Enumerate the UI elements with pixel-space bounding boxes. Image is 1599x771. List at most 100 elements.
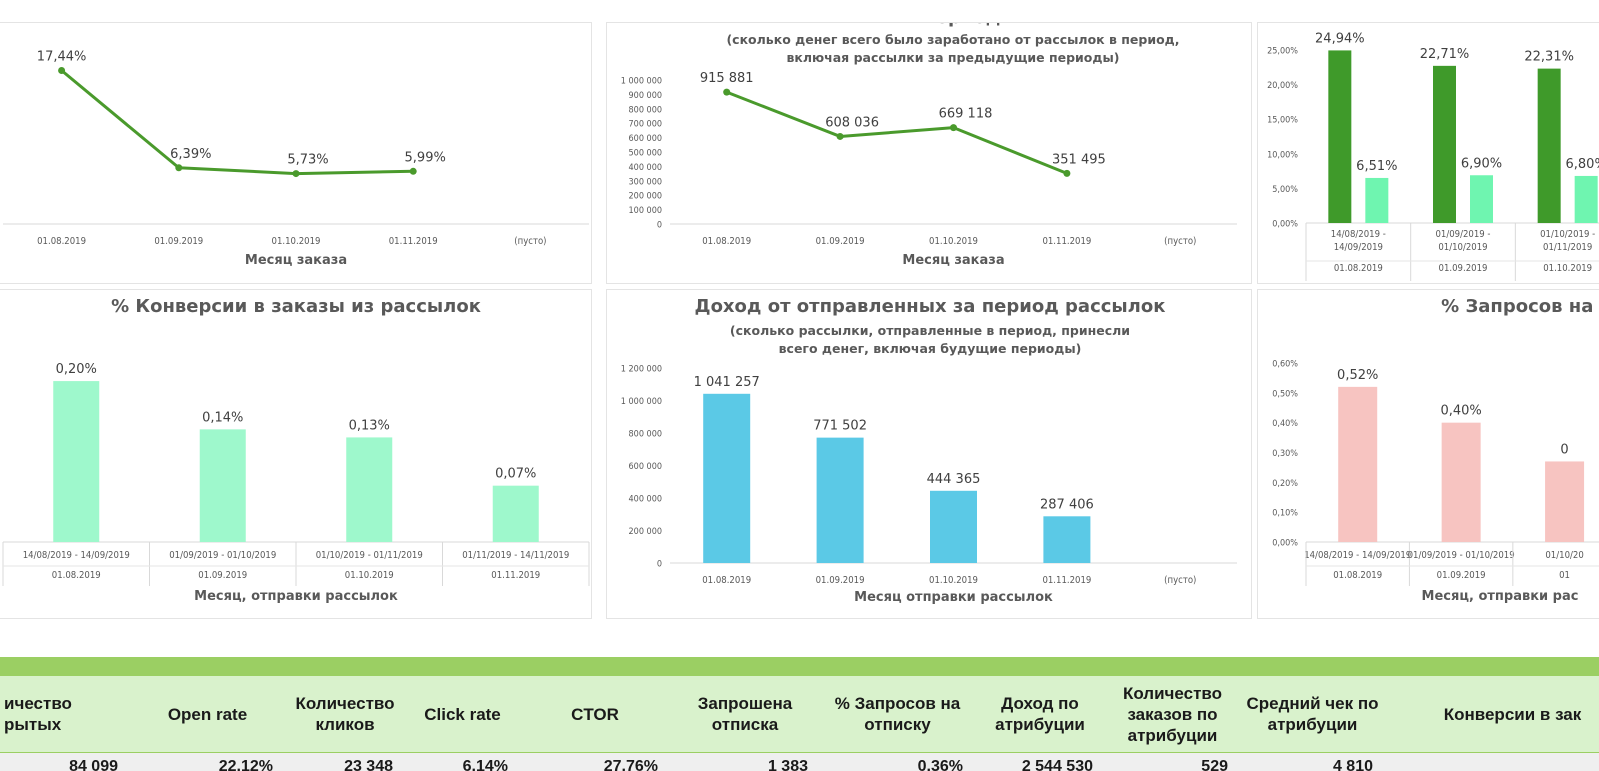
table-cell: 4 810	[1240, 752, 1385, 771]
data-label: 351 495	[1052, 152, 1106, 167]
x-tick-label: 14/09/2019	[1334, 242, 1383, 253]
series-line	[60, 69, 414, 176]
x-tick-label: 01.08.2019	[37, 236, 86, 247]
x-tick-label: 01/09/2019 -	[1435, 229, 1490, 240]
chart-panel-conversion-bars: % Конверсии в заказы из рассылок 0,20% 14/…	[0, 289, 592, 619]
data-label: 444 365	[927, 472, 981, 487]
chart-conversion-bars: % Конверсии в заказы из рассылок 0,20% 14/…	[2, 296, 590, 604]
bar	[346, 437, 393, 542]
y-tick-label: 200 000	[629, 192, 662, 202]
x-group-label: 01.08.2019	[52, 570, 101, 581]
x-tick-label: 01.08.2019	[702, 236, 751, 247]
bar	[1574, 175, 1598, 223]
bar	[1365, 177, 1389, 223]
header-cell: Запрошена отписка	[670, 676, 820, 753]
data-label: 287 406	[1040, 497, 1094, 512]
header-cell: Доход по атрибуции	[975, 676, 1105, 753]
x-group-label: 01.11.2019	[491, 570, 540, 581]
y-tick-label: 700 000	[629, 120, 662, 130]
header-cell: % Запросов на отписку	[820, 676, 975, 753]
bar	[1545, 461, 1585, 542]
table-cell: 0,36%	[820, 752, 975, 771]
chart-panel-period-income-line: в период (сколько денег всего было зарабо…	[606, 22, 1252, 284]
series-line	[726, 90, 1068, 175]
data-label: 0,40%	[1440, 404, 1481, 419]
x-group-label: 01.09.2019	[1439, 263, 1488, 274]
chart-title: % Запросов на отп	[1441, 296, 1599, 317]
x-axis-title: Месяц, отправки рассылок	[194, 589, 398, 604]
y-tick-label: 500 000	[629, 149, 662, 159]
data-label: 5,99%	[405, 150, 446, 165]
y-tick-label: 0,40%	[1272, 419, 1298, 429]
x-group-label: 01.10.2019	[1543, 263, 1592, 274]
y-tick-label: 0,60%	[1272, 360, 1298, 370]
x-tick-label: 01.11.2019	[389, 236, 438, 247]
x-tick-label: 01.11.2019	[1042, 575, 1091, 586]
y-tick-label: 25,00%	[1267, 47, 1298, 57]
x-tick-label: 01.10.2019	[929, 575, 978, 586]
y-tick-label: 400 000	[629, 163, 662, 173]
data-label: 669 118	[939, 107, 993, 122]
x-tick-label: 01.08.2019	[702, 575, 751, 586]
header-cell: CTOR	[520, 676, 670, 753]
y-tick-label: 600 000	[629, 462, 662, 472]
data-label: 6,51%	[1356, 159, 1397, 174]
header-cell: Количество кликов	[285, 676, 405, 753]
x-axis-title: Месяц заказа	[902, 253, 1004, 268]
bar	[199, 429, 246, 542]
bar	[1537, 68, 1561, 223]
y-tick-label: 0,20%	[1272, 479, 1298, 489]
data-label: 771 502	[813, 419, 867, 434]
x-tick-label: 14/08/2019 -	[1331, 229, 1386, 240]
x-tick-label: (пусто)	[1164, 236, 1196, 247]
data-label: 0	[1560, 442, 1568, 457]
x-tick-label: 01/10/2019	[1438, 242, 1487, 253]
header-cell: Средний чек по атрибуции	[1240, 676, 1385, 753]
y-tick-label: 200 000	[629, 527, 662, 537]
y-tick-label: 0,00%	[1272, 220, 1298, 230]
chart-rates-bars: 0,00% 5,00% 10,00% 15,00% 20,00% 25,00% 24,94%…	[1267, 31, 1599, 281]
table-cell: 1 383	[670, 752, 820, 771]
x-tick-label: 01/11/2019	[1543, 242, 1592, 253]
data-point	[1063, 169, 1071, 177]
x-tick-label: 01/09/2019 - 01/10/2019	[169, 550, 276, 561]
header-cell: Open rate	[130, 676, 285, 753]
y-tick-label: 0,10%	[1272, 509, 1298, 519]
x-group-label: 01.08.2019	[1334, 263, 1383, 274]
y-tick-label: 10,00%	[1267, 150, 1298, 160]
table-cell: 84 099	[0, 752, 130, 771]
x-tick-label: (пусто)	[514, 236, 546, 247]
y-tick-label: 15,00%	[1267, 116, 1298, 126]
bar	[1470, 175, 1493, 223]
chart-title: Доход от отправленных за период рассылок	[695, 296, 1166, 317]
chart-panel-income-sent-bars: Доход от отправленных за период рассылок…	[606, 289, 1252, 619]
y-tick-label: 900 000	[629, 91, 662, 101]
bar	[1043, 516, 1091, 563]
y-tick-label: 400 000	[629, 495, 662, 505]
data-label: 22,31%	[1524, 50, 1574, 65]
chart-order-conversion-line: 17,44% 6,39% 5,73% 5,99% 01.08.2019 01.09.201…	[3, 50, 589, 268]
x-group-label: 01.09.2019	[1437, 570, 1486, 581]
table-header-row: ичество рытых Open rate Количество клико…	[0, 676, 1599, 753]
y-tick-label: 300 000	[629, 177, 662, 187]
y-tick-label: 0	[657, 221, 662, 231]
y-tick-label: 1 200 000	[621, 365, 662, 375]
chart-panel-order-conversion-line: 17,44% 6,39% 5,73% 5,99% 01.08.2019 01.09.201…	[0, 22, 592, 284]
x-group-label: 01.09.2019	[198, 570, 247, 581]
x-group-label: 01	[1559, 570, 1570, 581]
data-label: 0,14%	[202, 410, 243, 425]
bar	[492, 485, 539, 542]
header-cell: ичество рытых	[0, 676, 130, 753]
x-group-label: 01.10.2019	[345, 570, 394, 581]
y-tick-label: 600 000	[629, 134, 662, 144]
table-header-band	[0, 657, 1599, 676]
data-label: 0,07%	[495, 467, 536, 482]
header-cell: Конверсии в зак	[1385, 676, 1599, 753]
y-tick-label: 0,00%	[1272, 539, 1298, 549]
x-tick-label: 01.09.2019	[816, 236, 865, 247]
chart-title: % Конверсии в заказы из рассылок	[111, 296, 481, 317]
data-point	[292, 170, 300, 178]
data-label: 1 041 257	[694, 375, 760, 390]
chart-period-income-line: в период (сколько денег всего было зарабо…	[621, 23, 1237, 268]
table-cell: 23 348	[285, 752, 405, 771]
